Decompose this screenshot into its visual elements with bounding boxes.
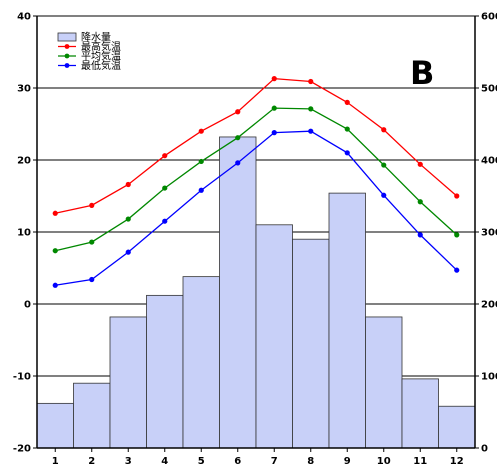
x-tick-label: 2 [88,456,95,467]
legend-marker [64,53,70,59]
series-line [55,130,458,286]
legend-marker [64,44,70,49]
series-point [454,232,460,238]
series-point [417,232,423,238]
temperature-lines [52,76,460,288]
legend-label: 降水量 [81,31,111,44]
series-point [52,282,58,288]
left-tick-label: -20 [13,444,31,455]
x-tick-label: 8 [307,456,314,467]
right-tick-label: 600 [481,12,497,23]
series-point [125,249,131,255]
series-point [125,216,131,222]
x-tick-label: 7 [271,456,278,467]
series-line [55,107,458,252]
series-point [271,130,277,136]
precipitation-bar [328,192,366,449]
series-line [55,77,458,214]
x-tick-label: 3 [125,456,132,467]
right-tick-label: 500 [481,84,497,95]
series-point [344,126,350,132]
precipitation-bar [109,316,147,449]
x-tick-label: 5 [198,456,205,467]
series-point [198,128,204,134]
precipitation-bar [438,405,476,449]
series-point [198,187,204,193]
left-tick-label: 30 [17,84,31,95]
series-point [454,267,460,273]
precipitation-bar [365,316,403,449]
series-point [344,150,350,156]
series-point [417,199,423,205]
series-point [308,78,314,85]
left-tick-label: 40 [17,12,31,23]
legend-marker [64,63,70,68]
series-point [52,210,58,216]
right-tick-label: 300 [481,228,497,239]
precipitation-bar [292,238,330,449]
precipitation-bar [401,378,439,449]
legend-swatch [57,32,77,42]
series-point [344,99,350,105]
x-tick-label: 12 [450,456,464,467]
series-point [89,276,95,283]
precipitation-bars [36,136,476,449]
left-tick-label: -10 [13,372,31,383]
axis-ticks: -20-100102030400100200300400500600123456… [13,12,497,468]
series-point [308,128,314,134]
left-tick-label: 10 [17,228,31,239]
series-point [125,181,131,188]
series-point [235,160,241,166]
series-point [52,248,58,254]
series-point [271,105,277,111]
right-tick-label: 0 [481,444,488,455]
x-tick-label: 10 [377,456,391,467]
x-tick-label: 6 [234,456,241,467]
series-point [162,185,168,191]
series-point [271,76,277,82]
x-tick-label: 1 [52,456,59,467]
precipitation-bar [255,224,293,449]
series-point [89,239,95,245]
x-tick-label: 9 [344,456,351,467]
series-point [235,135,241,141]
precipitation-bar [36,402,74,449]
precipitation-bar [146,294,184,449]
series-point [381,192,387,198]
series-point [235,109,241,115]
series-point [162,218,168,224]
right-tick-label: 100 [481,372,497,383]
x-tick-label: 4 [161,456,168,467]
legend-label: 平均気温 [81,50,121,63]
series-point [454,193,460,199]
precipitation-bar [182,276,220,449]
precipitation-bar [219,136,257,449]
series-point [308,106,314,112]
series-point [162,153,168,159]
right-tick-label: 200 [481,300,497,311]
x-tick-label: 11 [413,456,427,467]
series-point [198,158,204,165]
legend-label: 最高気温 [81,40,121,53]
series-point [417,161,423,167]
legend-label: 最低気温 [81,59,121,72]
series-point [381,162,387,168]
series-point [381,127,387,133]
series-point [89,202,95,208]
precipitation-bar [73,382,111,449]
right-tick-label: 400 [481,156,497,167]
chart-annotation-letter: B [410,54,434,92]
left-tick-label: 20 [17,156,31,167]
left-tick-label: 0 [24,300,31,311]
